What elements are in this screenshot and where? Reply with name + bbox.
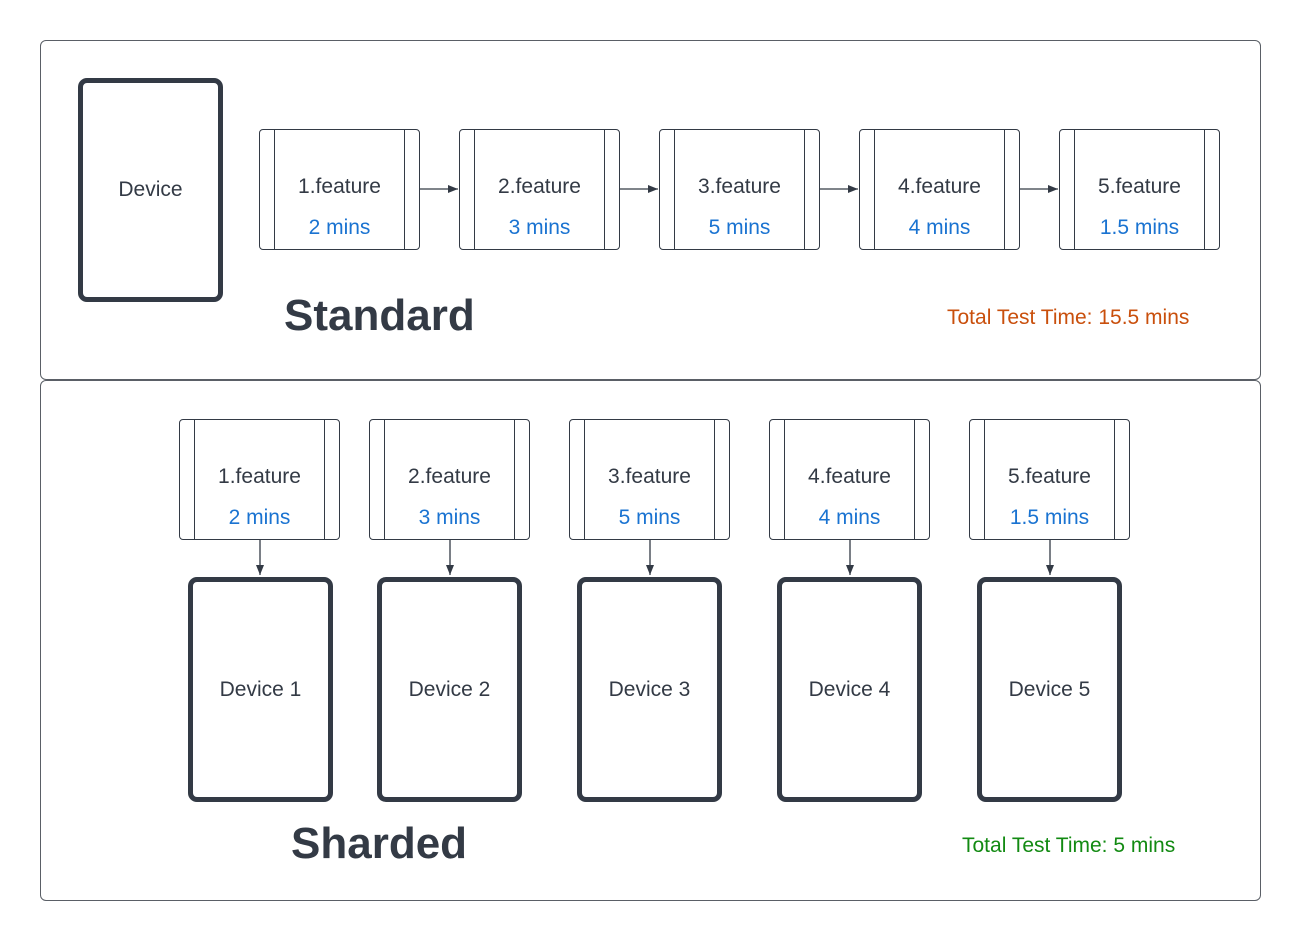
standard-total-time: Total Test Time: 15.5 mins — [947, 306, 1190, 329]
device-label: Device 4 — [808, 677, 891, 701]
sharded-feature-4: 4.feature 4 mins — [769, 419, 930, 540]
feature-name: 1.feature — [298, 175, 381, 198]
standard-feature-2: 2.feature 3 mins — [459, 129, 620, 250]
feature-name: 1.feature — [218, 465, 301, 488]
sharded-total-time: Total Test Time: 5 mins — [962, 834, 1176, 857]
device-label: Device 3 — [608, 677, 691, 701]
feature-name: 2.feature — [408, 465, 491, 488]
feature-time: 5 mins — [618, 506, 681, 529]
feature-name: 5.feature — [1008, 465, 1091, 488]
device-label: Device 1 — [219, 677, 302, 701]
device-label: Device — [118, 178, 183, 201]
feature-time: 3 mins — [508, 216, 571, 239]
feature-time: 5 mins — [708, 216, 771, 239]
sharded-feature-5: 5.feature 1.5 mins — [969, 419, 1130, 540]
device-label: Device 2 — [408, 677, 491, 701]
feature-name: 5.feature — [1098, 175, 1181, 198]
standard-title: Standard — [284, 291, 475, 340]
feature-name: 3.feature — [698, 175, 781, 198]
feature-name: 2.feature — [498, 175, 581, 198]
standard-device: Device — [78, 78, 223, 302]
sharded-feature-3: 3.feature 5 mins — [569, 419, 730, 540]
sharded-device-3: Device 3 — [577, 577, 722, 802]
sharded-feature-1: 1.feature 2 mins — [179, 419, 340, 540]
sharded-device-2: Device 2 — [377, 577, 522, 802]
feature-time: 2 mins — [308, 216, 371, 239]
feature-name: 4.feature — [808, 465, 891, 488]
feature-time: 3 mins — [418, 506, 481, 529]
feature-name: 4.feature — [898, 175, 981, 198]
standard-feature-5: 5.feature 1.5 mins — [1059, 129, 1220, 250]
sharded-title: Sharded — [291, 819, 468, 868]
standard-panel — [40, 40, 1261, 380]
device-label: Device 5 — [1008, 677, 1091, 701]
sharded-device-1: Device 1 — [188, 577, 333, 802]
sharded-device-4: Device 4 — [777, 577, 922, 802]
feature-time: 4 mins — [818, 506, 881, 529]
sharded-device-5: Device 5 — [977, 577, 1122, 802]
standard-feature-4: 4.feature 4 mins — [859, 129, 1020, 250]
feature-time: 2 mins — [228, 506, 291, 529]
standard-feature-1: 1.feature 2 mins — [259, 129, 420, 250]
feature-time: 1.5 mins — [1009, 506, 1090, 529]
standard-feature-3: 3.feature 5 mins — [659, 129, 820, 250]
sharded-feature-2: 2.feature 3 mins — [369, 419, 530, 540]
feature-name: 3.feature — [608, 465, 691, 488]
feature-time: 4 mins — [908, 216, 971, 239]
feature-time: 1.5 mins — [1099, 216, 1180, 239]
